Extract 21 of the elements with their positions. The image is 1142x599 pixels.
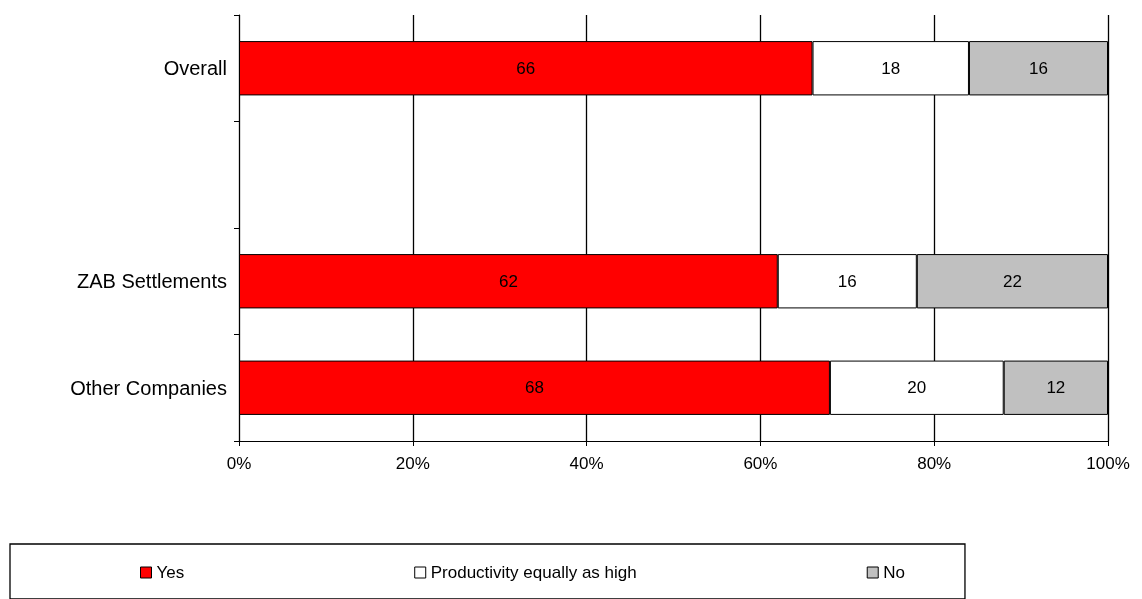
x-tick-label: 40% xyxy=(569,454,604,473)
data-label: 22 xyxy=(1002,271,1022,291)
x-tick-label: 20% xyxy=(395,454,430,473)
x-tick-label: 60% xyxy=(743,454,778,473)
y-tick-label: ZAB Settlements xyxy=(76,270,227,293)
legend-label: Productivity equally as high xyxy=(430,563,637,582)
data-label: 66 xyxy=(516,58,536,78)
data-label: 16 xyxy=(1029,58,1048,78)
data-label: 68 xyxy=(525,378,544,398)
y-tick-label: Other Companies xyxy=(70,376,227,399)
x-tick-label: 80% xyxy=(917,454,952,473)
x-tick-label: 100% xyxy=(1086,454,1130,473)
legend-label: Yes xyxy=(156,563,185,582)
data-label: 62 xyxy=(498,271,518,291)
data-label: 12 xyxy=(1046,378,1066,398)
legend-label: No xyxy=(883,563,905,582)
data-label: 18 xyxy=(881,58,901,78)
data-label: 20 xyxy=(907,378,927,398)
x-tick-label: 0% xyxy=(226,454,252,473)
data-label: 16 xyxy=(837,271,857,291)
y-tick-label: Overall xyxy=(163,57,227,80)
